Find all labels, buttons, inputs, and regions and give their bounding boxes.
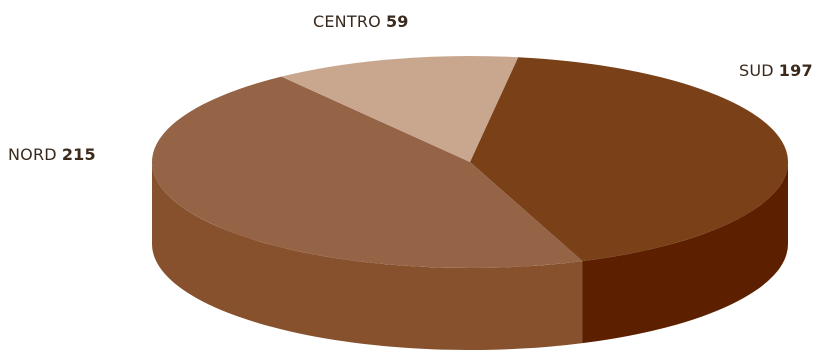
slice-label-centro-name: CENTRO (313, 12, 381, 31)
slice-label-sud-name: SUD (739, 61, 774, 80)
slice-label-centro: CENTRO 59 (313, 12, 409, 31)
slice-label-nord-name: NORD (8, 145, 57, 164)
pie-side-nord (152, 162, 583, 350)
pie-tops (151, 55, 789, 269)
pie-sides (152, 162, 788, 350)
pie-slice-sud (470, 57, 789, 262)
pie-slice-centro (281, 55, 519, 162)
slice-label-nord: NORD 215 (8, 145, 96, 164)
slice-label-nord-value: 215 (61, 145, 96, 164)
slice-label-sud-value: 197 (778, 61, 813, 80)
slice-label-sud: SUD 197 (739, 61, 813, 80)
pie-slice-nord (151, 76, 583, 269)
slice-label-centro-value: 59 (385, 12, 409, 31)
pie-side-sud (582, 162, 788, 344)
